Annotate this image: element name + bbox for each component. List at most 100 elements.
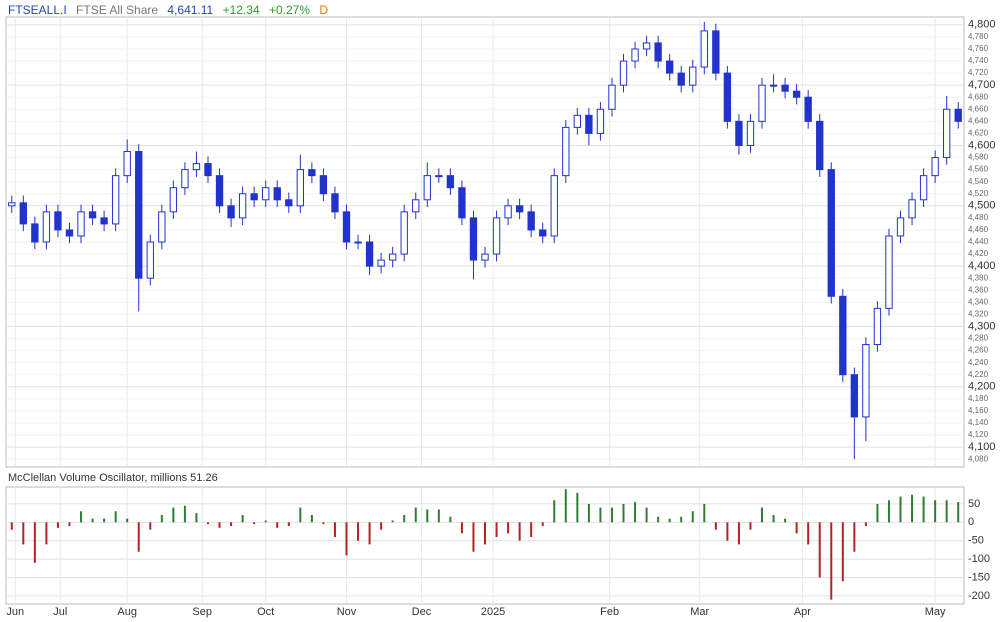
candle-body bbox=[388, 253, 397, 261]
x-tick-label: Jul bbox=[53, 606, 67, 618]
y-tick-label: 4,800 bbox=[968, 19, 996, 31]
candle-body bbox=[423, 175, 431, 201]
x-tick-label: Aug bbox=[117, 606, 137, 618]
y-tick-label: 4,180 bbox=[968, 394, 989, 403]
candle-body bbox=[77, 211, 85, 237]
y-tick-label: 50 bbox=[968, 498, 980, 510]
candle-body bbox=[88, 211, 97, 219]
candle-body bbox=[515, 205, 524, 213]
candle-body bbox=[619, 60, 628, 86]
candle-body bbox=[792, 90, 801, 98]
candle-body bbox=[446, 175, 455, 189]
candle-body bbox=[19, 202, 27, 225]
y-tick-label: 0 bbox=[968, 516, 974, 528]
x-tick-label: Jun bbox=[6, 606, 24, 618]
y-tick-label: -100 bbox=[968, 553, 990, 565]
candle-body bbox=[735, 120, 743, 146]
candle-body bbox=[435, 175, 443, 178]
candle-body bbox=[158, 211, 166, 243]
candle-body bbox=[804, 96, 812, 122]
candle-body bbox=[596, 108, 605, 134]
y-tick-label: 4,220 bbox=[968, 370, 989, 379]
y-tick-label: 4,720 bbox=[968, 68, 989, 77]
x-tick-label: 2025 bbox=[481, 606, 505, 618]
candle-body bbox=[54, 211, 62, 231]
interval[interactable]: D bbox=[319, 3, 329, 17]
y-tick-label: 4,200 bbox=[968, 381, 996, 393]
candle-body bbox=[111, 175, 120, 225]
candle-body bbox=[850, 374, 859, 418]
oscillator-panel bbox=[5, 486, 965, 605]
x-tick-label: Mar bbox=[690, 606, 709, 618]
candle-body bbox=[642, 42, 651, 50]
y-tick-label: 4,120 bbox=[968, 430, 989, 439]
symbol[interactable]: FTSEALL.I bbox=[8, 3, 67, 17]
candle-body bbox=[492, 217, 501, 255]
x-tick-label: Apr bbox=[794, 606, 811, 618]
y-tick-label: 4,480 bbox=[968, 213, 989, 222]
y-tick-label: 4,540 bbox=[968, 177, 989, 186]
candle-body bbox=[331, 193, 339, 213]
y-tick-label: 4,440 bbox=[968, 237, 989, 246]
header: FTSEALL.I FTSE All Share 4,641.11 +12.34… bbox=[8, 3, 334, 17]
y-tick-label: 4,360 bbox=[968, 285, 989, 294]
candle-body bbox=[262, 187, 270, 201]
y-tick-label: 4,420 bbox=[968, 249, 989, 258]
candle-body bbox=[885, 235, 893, 309]
candle-body bbox=[723, 72, 732, 122]
candle-body bbox=[42, 211, 51, 243]
candle-body bbox=[769, 84, 778, 87]
candle-body bbox=[238, 193, 247, 219]
y-tick-label: 4,600 bbox=[968, 139, 996, 151]
x-tick-label: Sep bbox=[192, 606, 212, 618]
candle-body bbox=[562, 126, 570, 177]
y-tick-label: 4,780 bbox=[968, 32, 989, 41]
candle-body bbox=[712, 30, 720, 74]
y-tick-label: 4,640 bbox=[968, 116, 989, 125]
candle-body bbox=[827, 169, 835, 297]
candle-body bbox=[342, 211, 351, 243]
candle-body bbox=[377, 259, 385, 267]
candle-body bbox=[504, 205, 512, 219]
candle-body bbox=[215, 175, 224, 207]
y-tick-label: 4,660 bbox=[968, 104, 989, 113]
candle-body bbox=[746, 120, 755, 146]
x-tick-label: Nov bbox=[337, 606, 357, 618]
y-tick-label: 4,300 bbox=[968, 320, 996, 332]
candle-body bbox=[896, 217, 905, 237]
instrument-name: FTSE All Share bbox=[76, 3, 159, 17]
candle-body bbox=[839, 295, 847, 376]
candle-body bbox=[573, 114, 582, 128]
y-tick-label: 4,500 bbox=[968, 200, 996, 212]
y-tick-label: 4,380 bbox=[968, 273, 989, 282]
candle-body bbox=[631, 48, 639, 62]
oscillator-title: McClellan Volume Oscillator, millions 51… bbox=[8, 472, 218, 484]
candle-body bbox=[919, 175, 928, 201]
y-tick-label: 4,740 bbox=[968, 56, 989, 65]
candle-body bbox=[781, 84, 789, 92]
candle-body bbox=[65, 229, 74, 237]
candle-body bbox=[873, 307, 882, 346]
candle-body bbox=[100, 217, 108, 225]
y-tick-label: -50 bbox=[968, 535, 984, 547]
candle-body bbox=[412, 199, 420, 213]
candle-body bbox=[458, 187, 466, 219]
y-tick-label: 4,100 bbox=[968, 441, 996, 453]
candle-body bbox=[550, 175, 558, 237]
y-tick-label: 4,260 bbox=[968, 346, 989, 355]
candle-body bbox=[758, 84, 766, 122]
candle-body bbox=[654, 42, 662, 62]
candle-body bbox=[273, 187, 281, 201]
x-tick-label: Feb bbox=[600, 606, 619, 618]
candle-body bbox=[481, 253, 489, 261]
y-tick-label: 4,760 bbox=[968, 44, 989, 53]
y-tick-label: 4,680 bbox=[968, 92, 989, 101]
candle-body bbox=[943, 108, 951, 159]
candle-body bbox=[816, 120, 824, 171]
y-tick-label: -150 bbox=[968, 571, 990, 583]
candle-body bbox=[585, 114, 593, 134]
candle-body bbox=[469, 217, 478, 261]
y-tick-label: 4,240 bbox=[968, 358, 989, 367]
